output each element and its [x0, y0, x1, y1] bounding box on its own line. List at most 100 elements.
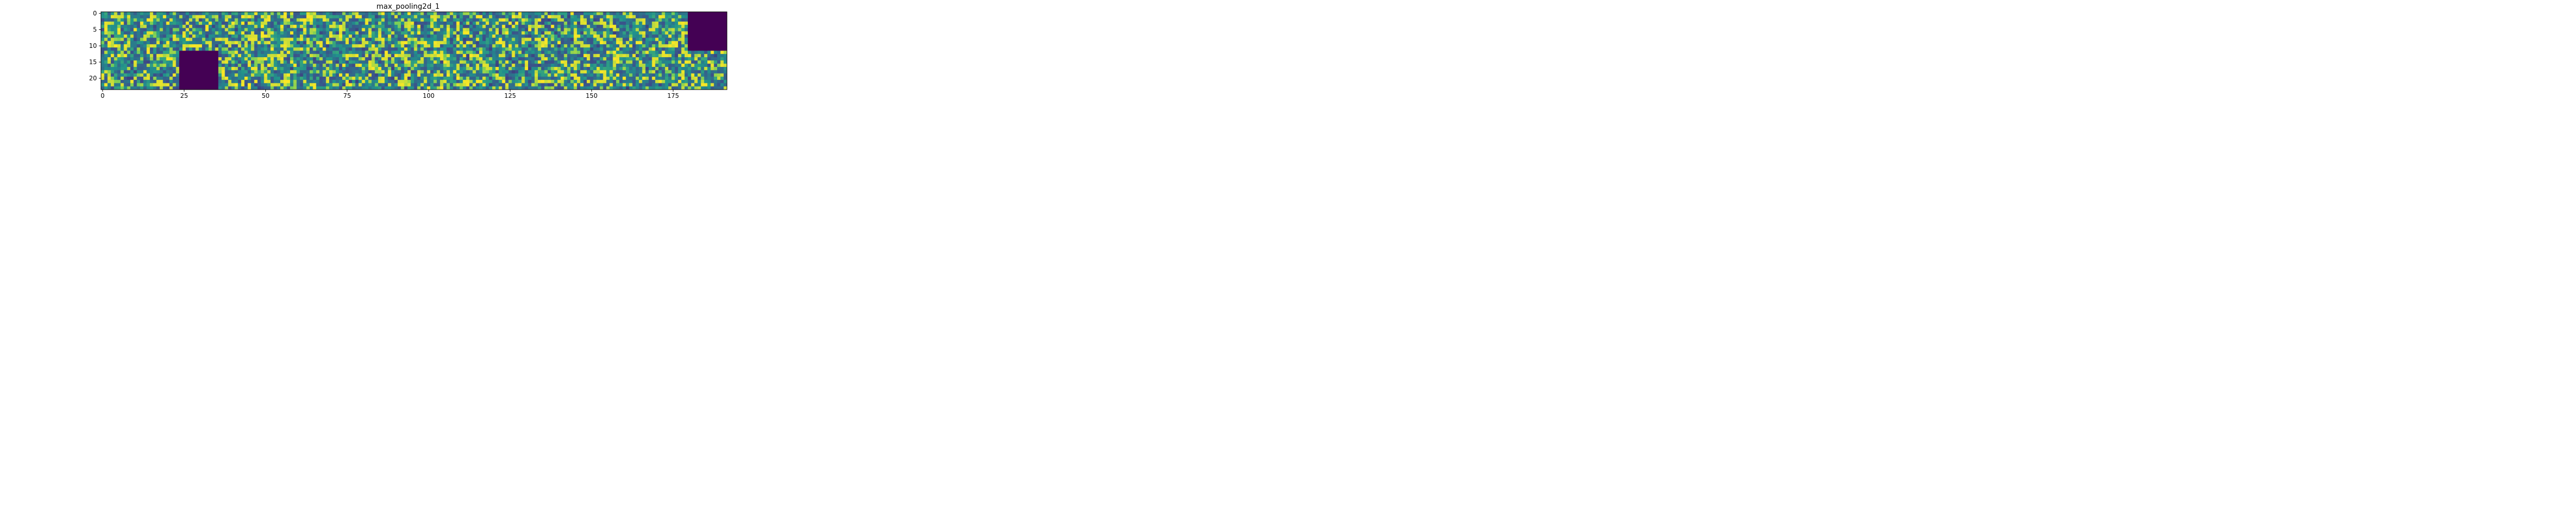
heatmap-cell	[411, 50, 414, 55]
heatmap-cell	[348, 41, 352, 45]
heatmap-cell	[561, 47, 564, 51]
heatmap-cell	[234, 15, 239, 19]
heatmap-cell	[414, 21, 418, 25]
heatmap-cell	[173, 12, 176, 15]
heatmap-cell	[342, 57, 346, 61]
heatmap-cell	[515, 25, 519, 28]
heatmap-cell	[365, 73, 369, 77]
heatmap-cell	[420, 25, 424, 28]
heatmap-cell	[665, 28, 669, 32]
heatmap-cell	[583, 73, 587, 77]
heatmap-cell	[375, 60, 379, 64]
heatmap-cell	[404, 73, 408, 77]
heatmap-cell	[137, 12, 141, 15]
heatmap-cell	[665, 60, 669, 64]
heatmap-cell	[293, 80, 297, 83]
heatmap-cell	[378, 57, 382, 61]
heatmap-cell	[348, 80, 352, 83]
heatmap-cell	[466, 66, 470, 71]
heatmap-cell	[629, 86, 633, 90]
heatmap-cell	[600, 63, 603, 67]
heatmap-cell	[381, 25, 385, 28]
heatmap-cell	[173, 31, 176, 35]
heatmap-cell	[629, 83, 633, 87]
heatmap-cell	[182, 31, 186, 35]
heatmap-cell	[440, 50, 444, 55]
heatmap-cell	[303, 25, 307, 28]
heatmap-cell	[169, 41, 173, 45]
heatmap-cell	[495, 63, 499, 67]
heatmap-cell	[368, 38, 372, 41]
heatmap-cell	[668, 60, 672, 64]
heatmap-cell	[124, 35, 127, 38]
heatmap-cell	[495, 66, 499, 71]
heatmap-cell	[586, 60, 590, 64]
heatmap-cell	[110, 18, 114, 22]
heatmap-cell	[124, 66, 127, 71]
heatmap-cell	[143, 54, 147, 58]
heatmap-cell	[270, 57, 274, 61]
heatmap-cell	[433, 35, 437, 38]
heatmap-cell	[678, 54, 682, 58]
heatmap-cell	[274, 80, 278, 83]
heatmap-cell	[231, 57, 235, 61]
heatmap-cell	[512, 28, 515, 32]
heatmap-cell	[655, 35, 659, 38]
heatmap-cell	[117, 12, 121, 15]
heatmap-cell	[127, 66, 131, 71]
heatmap-cell	[101, 70, 105, 74]
heatmap-cell	[642, 35, 646, 38]
heatmap-cell	[137, 60, 141, 64]
heatmap-cell	[358, 25, 362, 28]
heatmap-cell	[110, 60, 114, 64]
heatmap-cell	[391, 54, 395, 58]
heatmap-cell	[267, 57, 271, 61]
heatmap-cell	[316, 47, 320, 51]
heatmap-cell	[257, 73, 261, 77]
heatmap-cell	[101, 57, 105, 61]
heatmap-cell	[348, 25, 352, 28]
heatmap-cell	[482, 15, 486, 19]
heatmap-cell	[586, 35, 590, 38]
heatmap-cell	[247, 50, 251, 55]
heatmap-cell	[479, 86, 483, 90]
heatmap-cell	[371, 35, 375, 38]
heatmap-cell	[450, 80, 453, 83]
heatmap-cell	[577, 86, 581, 90]
heatmap-cell	[469, 15, 473, 19]
heatmap-cell	[616, 44, 620, 48]
heatmap-cell	[723, 83, 727, 87]
heatmap-cell	[433, 15, 437, 19]
heatmap-cell	[127, 54, 131, 58]
heatmap-cell	[440, 35, 444, 38]
heatmap-cell	[345, 41, 349, 45]
heatmap-cell	[440, 66, 444, 71]
heatmap-cell	[120, 18, 124, 22]
heatmap-cell	[509, 18, 512, 22]
heatmap-cell	[515, 21, 519, 25]
heatmap-cell	[358, 12, 362, 15]
heatmap-cell	[704, 66, 708, 71]
heatmap-cell	[586, 18, 590, 22]
heatmap-cell	[338, 28, 343, 32]
heatmap-cell	[368, 66, 372, 71]
heatmap-cell	[261, 76, 264, 80]
heatmap-cell	[583, 66, 587, 71]
heatmap-cell	[505, 25, 509, 28]
heatmap-cell	[251, 15, 255, 19]
heatmap-cell	[635, 76, 639, 80]
heatmap-cell	[420, 76, 424, 80]
heatmap-cell	[528, 80, 532, 83]
heatmap-cell	[101, 60, 105, 64]
heatmap-cell	[130, 31, 134, 35]
heatmap-cell	[264, 63, 268, 67]
heatmap-cell	[642, 15, 646, 19]
heatmap-cell	[649, 57, 652, 61]
heatmap-cell	[146, 70, 150, 74]
heatmap-cell	[450, 86, 453, 90]
heatmap-cell	[185, 18, 190, 22]
heatmap-cell	[163, 70, 166, 74]
heatmap-cell	[485, 21, 489, 25]
feature-map-tile	[375, 50, 414, 90]
heatmap-cell	[296, 54, 300, 58]
